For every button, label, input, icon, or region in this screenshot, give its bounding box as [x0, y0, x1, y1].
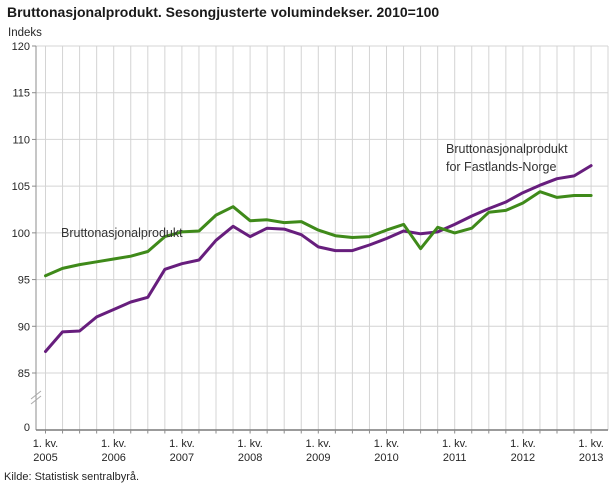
annotation-bnp-fastlands: Bruttonasjonalprodukt — [446, 142, 568, 156]
x-tick-label-year: 2007 — [170, 452, 194, 464]
x-tick-label-year: 2009 — [306, 452, 330, 464]
x-tick-label-year: 2006 — [101, 452, 125, 464]
x-tick-label-year: 2010 — [374, 452, 398, 464]
x-tick-label: 1. kv. — [578, 438, 603, 450]
y-tick-label: 85 — [18, 368, 30, 380]
axis-break-mark — [30, 395, 42, 405]
page-title: Bruttonasjonalprodukt. Sesongjusterte vo… — [7, 4, 440, 20]
axis-break-mark — [30, 390, 42, 400]
x-tick-label: 1. kv. — [442, 438, 467, 450]
y-tick-label: 90 — [18, 321, 30, 333]
x-tick-label-year: 2012 — [511, 452, 535, 464]
y-tick-label: 95 — [18, 275, 30, 287]
x-tick-label: 1. kv. — [237, 438, 262, 450]
y-tick-label: 105 — [12, 181, 30, 193]
y-tick-label-zero: 0 — [24, 422, 30, 434]
x-tick-label: 1. kv. — [306, 438, 331, 450]
annotation-bnp-total: Bruttonasjonalprodukt — [61, 226, 183, 240]
source-note: Kilde: Statistisk sentralbyrå. — [4, 471, 140, 483]
x-tick-label-year: 2008 — [238, 452, 262, 464]
x-tick-label-year: 2005 — [33, 452, 57, 464]
x-tick-label: 1. kv. — [101, 438, 126, 450]
x-tick-label: 1. kv. — [169, 438, 194, 450]
series-line-bnp-fastlands — [44, 164, 593, 353]
x-tick-label-year: 2013 — [579, 452, 603, 464]
y-tick-label: 120 — [12, 41, 30, 53]
y-tick-label: 110 — [12, 134, 30, 146]
y-tick-label: 115 — [12, 88, 30, 100]
x-tick-label: 1. kv. — [374, 438, 399, 450]
series-line-bnp-total — [44, 190, 593, 278]
x-tick-label-year: 2011 — [443, 452, 467, 464]
annotation-bnp-fastlands: for Fastlands-Norge — [446, 160, 557, 174]
x-tick-label: 1. kv. — [33, 438, 58, 450]
x-tick-label: 1. kv. — [510, 438, 535, 450]
y-axis-unit-label: Indeks — [8, 27, 42, 39]
y-tick-label: 100 — [12, 228, 30, 240]
